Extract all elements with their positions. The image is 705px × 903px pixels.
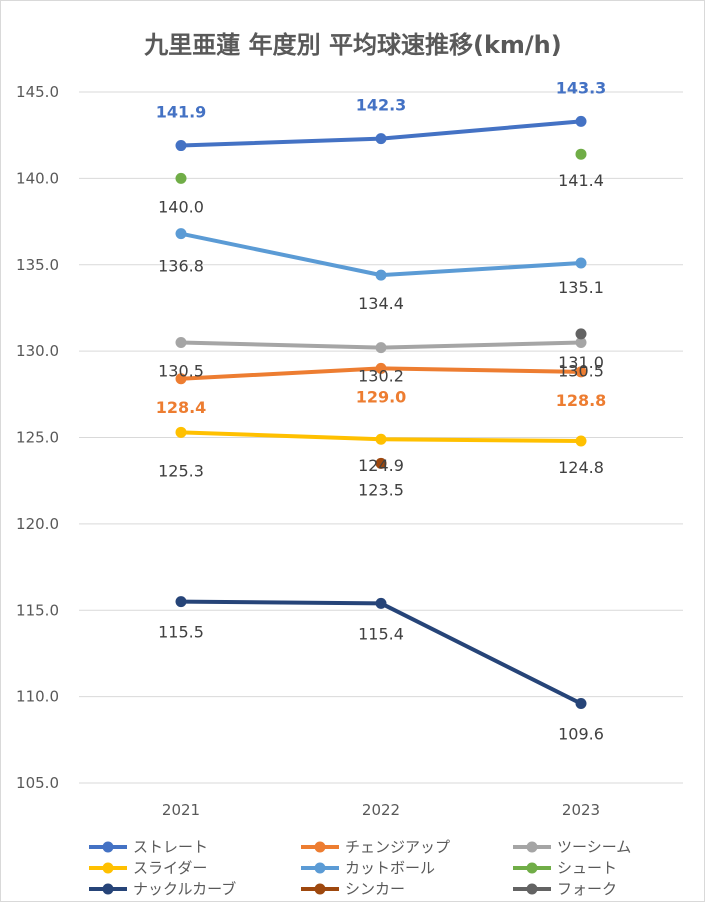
y-tick-label: 140.0	[16, 169, 59, 187]
data-point	[175, 426, 187, 438]
data-label: 131.0	[558, 353, 604, 372]
x-tick-label: 2023	[562, 801, 600, 819]
data-label: 128.4	[156, 398, 207, 417]
series-points	[175, 115, 587, 710]
data-point	[575, 257, 587, 269]
data-label: 134.4	[358, 294, 404, 313]
data-point	[175, 140, 187, 152]
y-tick-label: 130.0	[16, 342, 59, 360]
series-line	[179, 231, 583, 278]
data-label: 123.5	[358, 480, 404, 499]
data-label: 130.5	[158, 361, 204, 380]
y-tick-label: 135.0	[16, 256, 59, 274]
data-label: 130.2	[358, 367, 404, 386]
data-label: 124.8	[558, 458, 604, 477]
data-label: 115.4	[358, 624, 404, 643]
data-point	[375, 133, 387, 145]
legend-swatch-marker	[314, 883, 326, 895]
legend-swatch-marker	[102, 862, 114, 874]
data-label: 130.5	[558, 361, 604, 380]
legend-swatch-marker	[526, 841, 538, 853]
data-label: 142.3	[356, 96, 407, 115]
data-label: 141.4	[558, 171, 604, 190]
data-point	[175, 596, 187, 608]
chart-title: 九里亜蓮 年度別 平均球速推移(km/h)	[143, 31, 561, 59]
data-point	[375, 457, 387, 469]
legend-swatch-marker	[526, 883, 538, 895]
data-label: 125.3	[158, 461, 204, 480]
data-point	[375, 269, 387, 281]
y-tick-label: 110.0	[16, 688, 59, 706]
data-label: 135.1	[558, 278, 604, 297]
x-tick-label: 2022	[362, 801, 400, 819]
data-point	[375, 362, 387, 374]
y-tick-label: 125.0	[16, 429, 59, 447]
data-labels: 141.9 142.3 143.3 128.4 129.0 128.8 130.5 130.2…	[156, 78, 607, 743]
data-point	[575, 148, 587, 160]
legend-label: シンカー	[345, 880, 405, 898]
data-label: 140.0	[158, 197, 204, 216]
series-lines	[179, 119, 583, 706]
data-point	[175, 373, 187, 385]
data-point	[175, 336, 187, 348]
data-label: 136.8	[158, 257, 204, 276]
legend-label: シュート	[557, 859, 617, 877]
data-label: 109.6	[558, 725, 604, 744]
data-point	[375, 597, 387, 609]
data-label: 128.8	[556, 391, 607, 410]
data-label: 143.3	[556, 78, 607, 97]
data-label: 141.9	[156, 103, 207, 122]
y-tick-label: 145.0	[16, 83, 59, 101]
data-point	[575, 328, 587, 340]
data-point	[375, 433, 387, 445]
data-point	[375, 342, 387, 354]
y-tick-label: 120.0	[16, 515, 59, 533]
legend-label: ストレート	[133, 838, 208, 856]
legend-swatch-marker	[102, 883, 114, 895]
data-label: 115.5	[158, 623, 204, 642]
data-point	[575, 698, 587, 710]
data-label: 124.9	[358, 456, 404, 475]
y-tick-label: 115.0	[16, 601, 59, 619]
legend-label: ツーシーム	[557, 838, 631, 856]
x-axis-labels: 2021 2022 2023	[162, 801, 600, 819]
legend-swatch-marker	[102, 841, 114, 853]
legend-label: フォーク	[557, 880, 617, 898]
data-point	[575, 435, 587, 447]
y-tick-label: 105.0	[16, 774, 59, 792]
legend-swatch-marker	[314, 862, 326, 874]
legend-label: チェンジアップ	[345, 838, 450, 856]
y-axis-labels: 145.0 140.0 135.0 130.0 125.0 120.0 115.0 110.0…	[16, 83, 59, 792]
legend-swatch-marker	[314, 841, 326, 853]
legend-label: カットボール	[345, 859, 435, 877]
data-point	[175, 172, 187, 184]
legend-swatch-marker	[526, 862, 538, 874]
data-point	[175, 228, 187, 240]
x-tick-label: 2021	[162, 801, 200, 819]
legend-label: スライダー	[133, 859, 207, 877]
data-point	[575, 336, 587, 348]
data-point	[575, 366, 587, 378]
data-point	[575, 115, 587, 127]
data-label: 129.0	[356, 387, 407, 406]
legend-label: ナックルカーブ	[133, 880, 236, 898]
series-line	[179, 599, 583, 706]
